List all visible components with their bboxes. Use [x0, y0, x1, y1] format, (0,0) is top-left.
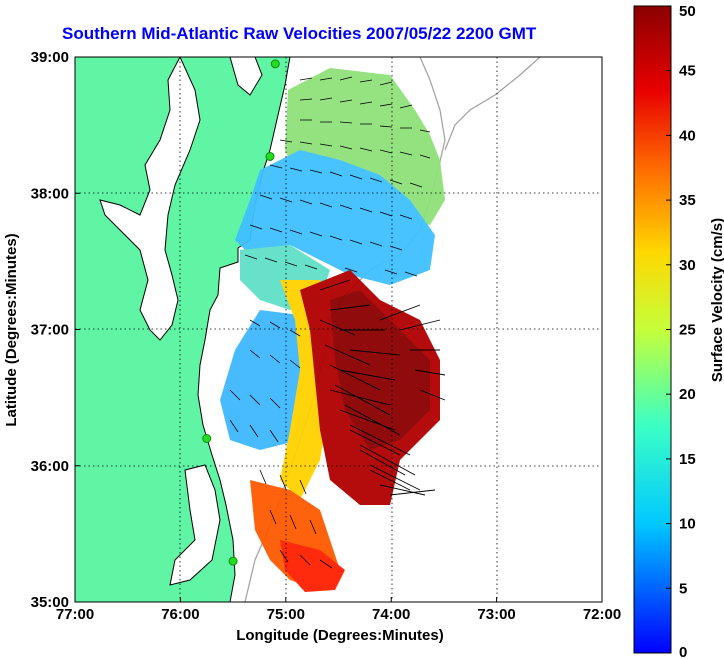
- x-tick-label: 77:00: [56, 606, 94, 623]
- delaware-bay: [229, 57, 263, 96]
- chart-title: Southern Mid-Atlantic Raw Velocities 200…: [62, 24, 537, 43]
- land-mass: [75, 57, 291, 602]
- colorbar-tick-label: 25: [679, 322, 696, 339]
- radar-station-marker: [202, 434, 212, 443]
- x-tick-label: 72:00: [583, 606, 621, 623]
- colorbar-tick-label: 40: [679, 127, 696, 144]
- x-axis-ticks: 77:00 76:00 75:00 74:00 73:00 72:00: [56, 597, 621, 623]
- y-tick-label: 39:00: [31, 49, 69, 66]
- radar-stations: [202, 59, 280, 566]
- colorbar-tick-label: 20: [679, 386, 696, 403]
- y-tick-label: 36:00: [31, 458, 69, 475]
- x-axis-label: Longitude (Degrees:Minutes): [236, 627, 444, 644]
- grid-lines: [75, 57, 602, 602]
- radar-station-marker: [228, 556, 238, 566]
- x-tick-label: 73:00: [477, 606, 515, 623]
- x-tick-label: 74:00: [372, 606, 410, 623]
- y-axis-ticks: 35:00 36:00 37:00 38:00 39:00: [31, 49, 80, 611]
- colorbar-ticks: 0 5 10 15 20 25 30 35 40 45 50: [666, 3, 696, 659]
- colorbar-tick-label: 15: [679, 451, 696, 468]
- map-area: [75, 57, 602, 602]
- pamlico-sound: [169, 464, 221, 586]
- velocity-vectors: [229, 76, 446, 569]
- x-tick-label: 75:00: [267, 606, 305, 623]
- colorbar-tick-label: 30: [679, 257, 696, 274]
- colorbar-tick-label: 35: [679, 192, 696, 209]
- colorbar-label: Surface Velocity (cm/s): [709, 218, 724, 382]
- y-tick-label: 35:00: [31, 594, 69, 611]
- colorbar-tick-label: 50: [679, 3, 696, 20]
- colorbar: [633, 5, 672, 654]
- colorbar-tick-label: 0: [679, 644, 687, 659]
- radar-station-marker: [265, 151, 275, 161]
- colorbar-tick-label: 45: [679, 63, 696, 80]
- y-tick-label: 38:00: [31, 185, 69, 202]
- colorbar-tick-label: 5: [679, 580, 687, 597]
- radar-station-marker: [270, 59, 280, 69]
- colorbar-tick-label: 10: [679, 516, 696, 533]
- y-tick-label: 37:00: [31, 322, 69, 339]
- chesapeake-bay: [99, 57, 201, 341]
- x-tick-label: 76:00: [161, 606, 199, 623]
- y-axis-label: Latitude (Degrees:Minutes): [3, 233, 20, 426]
